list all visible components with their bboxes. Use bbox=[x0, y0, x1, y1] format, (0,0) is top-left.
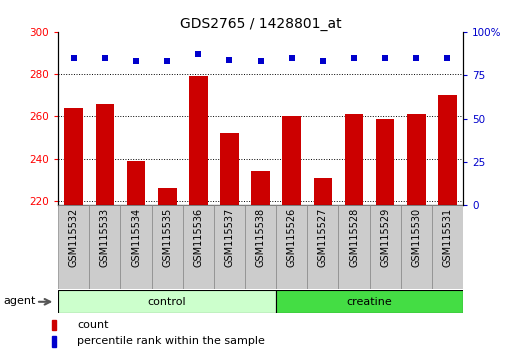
Text: GSM115527: GSM115527 bbox=[317, 208, 327, 267]
FancyBboxPatch shape bbox=[182, 205, 214, 289]
Text: percentile rank within the sample: percentile rank within the sample bbox=[77, 336, 265, 346]
Bar bbox=[220, 133, 238, 354]
Text: GSM115530: GSM115530 bbox=[411, 208, 421, 267]
Bar bbox=[375, 119, 394, 354]
Point bbox=[412, 55, 420, 61]
Text: control: control bbox=[147, 297, 186, 307]
Bar bbox=[64, 108, 83, 354]
Text: GSM115529: GSM115529 bbox=[379, 208, 389, 267]
Bar bbox=[95, 104, 114, 354]
Point bbox=[256, 58, 264, 64]
FancyBboxPatch shape bbox=[214, 205, 244, 289]
Bar bbox=[406, 114, 425, 354]
Text: GSM115532: GSM115532 bbox=[69, 208, 79, 267]
Bar bbox=[313, 178, 332, 354]
Bar bbox=[251, 171, 269, 354]
Bar bbox=[52, 320, 56, 330]
Point bbox=[442, 55, 450, 61]
FancyBboxPatch shape bbox=[152, 205, 182, 289]
Point bbox=[225, 57, 233, 62]
FancyBboxPatch shape bbox=[276, 290, 462, 313]
Point bbox=[194, 52, 202, 57]
Text: GSM115533: GSM115533 bbox=[99, 208, 110, 267]
Title: GDS2765 / 1428801_at: GDS2765 / 1428801_at bbox=[179, 17, 341, 31]
Text: creatine: creatine bbox=[346, 297, 392, 307]
Point bbox=[163, 58, 171, 64]
Text: GSM115528: GSM115528 bbox=[348, 208, 358, 267]
Point bbox=[132, 58, 140, 64]
FancyBboxPatch shape bbox=[400, 205, 431, 289]
Text: GSM115538: GSM115538 bbox=[255, 208, 265, 267]
Point bbox=[100, 55, 109, 61]
Text: GSM115535: GSM115535 bbox=[162, 208, 172, 267]
Text: GSM115526: GSM115526 bbox=[286, 208, 296, 267]
Bar bbox=[158, 188, 176, 354]
Bar bbox=[344, 114, 363, 354]
FancyBboxPatch shape bbox=[58, 205, 89, 289]
Point bbox=[70, 55, 78, 61]
Text: GSM115536: GSM115536 bbox=[193, 208, 203, 267]
FancyBboxPatch shape bbox=[244, 205, 276, 289]
FancyBboxPatch shape bbox=[369, 205, 400, 289]
Bar bbox=[282, 116, 300, 354]
FancyBboxPatch shape bbox=[89, 205, 120, 289]
Text: GSM115537: GSM115537 bbox=[224, 208, 234, 267]
FancyBboxPatch shape bbox=[58, 290, 276, 313]
Text: GSM115531: GSM115531 bbox=[441, 208, 451, 267]
Text: count: count bbox=[77, 320, 109, 330]
Bar bbox=[126, 161, 145, 354]
Point bbox=[318, 58, 326, 64]
Text: GSM115534: GSM115534 bbox=[131, 208, 141, 267]
Bar bbox=[52, 337, 56, 347]
Bar bbox=[188, 76, 207, 354]
FancyBboxPatch shape bbox=[307, 205, 338, 289]
FancyBboxPatch shape bbox=[431, 205, 462, 289]
FancyBboxPatch shape bbox=[120, 205, 152, 289]
Point bbox=[380, 55, 388, 61]
FancyBboxPatch shape bbox=[276, 205, 307, 289]
Point bbox=[287, 55, 295, 61]
Point bbox=[349, 55, 358, 61]
Bar bbox=[437, 95, 456, 354]
FancyBboxPatch shape bbox=[338, 205, 369, 289]
Text: agent: agent bbox=[3, 296, 35, 306]
